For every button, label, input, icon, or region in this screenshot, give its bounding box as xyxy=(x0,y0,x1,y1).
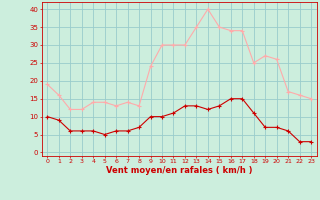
X-axis label: Vent moyen/en rafales ( km/h ): Vent moyen/en rafales ( km/h ) xyxy=(106,166,252,175)
